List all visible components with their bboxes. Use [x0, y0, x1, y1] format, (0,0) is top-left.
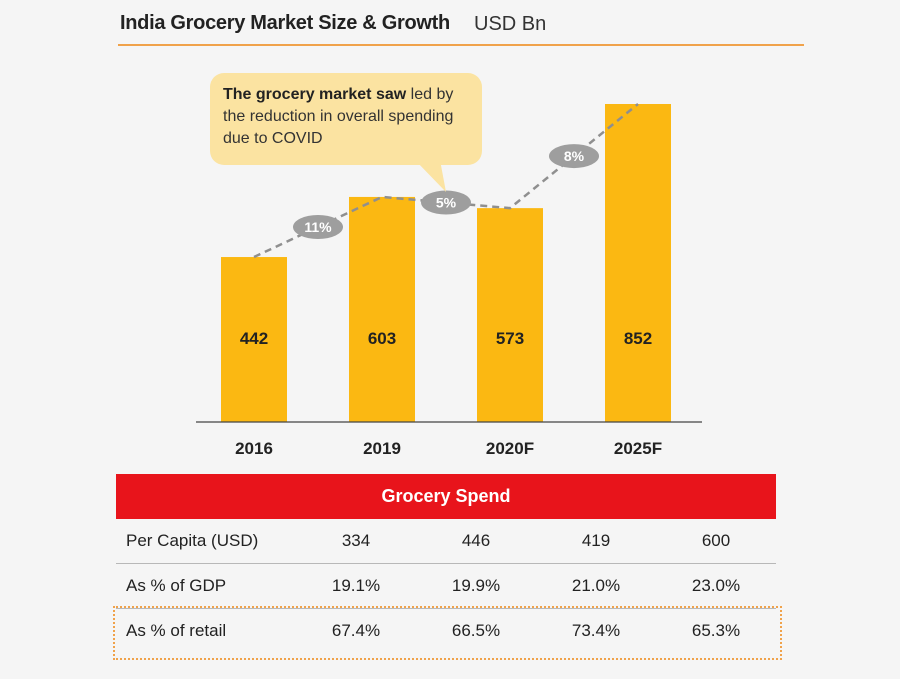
cell: 19.9%: [451, 576, 501, 595]
growth-label: 11%: [304, 219, 332, 235]
growth-pill: [421, 190, 471, 215]
bar-2019: [349, 196, 415, 422]
growth-label: 8%: [564, 148, 585, 164]
growth-pill: [549, 144, 599, 169]
unit-label: USD Bn: [474, 13, 547, 35]
table-header: Grocery Spend: [116, 474, 776, 519]
callout-tail: [415, 160, 446, 192]
x-tick-label: 2019: [363, 439, 401, 458]
row-label: As % of retail: [126, 621, 227, 640]
bar-2020F: [477, 208, 543, 422]
table-row-highlighted: As % of retail 67.4% 66.5% 73.4% 65.3%: [116, 609, 776, 653]
bar-value-label: 603: [368, 329, 396, 348]
x-tick-label: 2020F: [486, 439, 534, 458]
table-row: Per Capita (USD) 334 446 419 600: [116, 519, 776, 564]
bar-value-label: 852: [624, 329, 652, 348]
bar-2025F: [605, 104, 671, 422]
highlight-box: [113, 606, 782, 660]
cell: 334: [341, 531, 371, 550]
bar-chart: 442 2016 603 2019 573 2020F 852 2025F 11% 5% 8%: [196, 103, 702, 458]
cell: 419: [581, 531, 611, 550]
cell: 67.4%: [331, 621, 381, 640]
cell: 73.4%: [571, 621, 621, 640]
bar-2016: [221, 257, 287, 422]
table-row: As % of GDP 19.1% 19.9% 21.0% 23.0%: [116, 564, 776, 609]
cell: 23.0%: [691, 576, 741, 595]
cell: 600: [701, 531, 731, 550]
cell: 19.1%: [331, 576, 381, 595]
callout-text: The grocery market saw led by the reduct…: [223, 86, 454, 147]
growth-label: 5%: [436, 195, 457, 211]
grocery-spend-table: Grocery Spend Per Capita (USD) 334 446 4…: [116, 474, 776, 653]
x-tick-label: 2016: [235, 439, 273, 458]
cell: 21.0%: [571, 576, 621, 595]
callout-box: The grocery market saw led by the reduct…: [210, 73, 482, 165]
cell: 65.3%: [691, 621, 741, 640]
row-label: Per Capita (USD): [126, 531, 259, 550]
cell: 446: [461, 531, 491, 550]
growth-pill: [293, 214, 343, 239]
cell: 66.5%: [451, 621, 501, 640]
bar-value-label: 573: [496, 329, 524, 348]
row-label: As % of GDP: [126, 576, 227, 595]
chart-header: India Grocery Market Size & Growth USD B…: [118, 10, 804, 46]
chart-title: India Grocery Market Size & Growth: [120, 12, 450, 34]
bar-value-label: 442: [240, 329, 268, 348]
x-tick-label: 2025F: [614, 439, 662, 458]
